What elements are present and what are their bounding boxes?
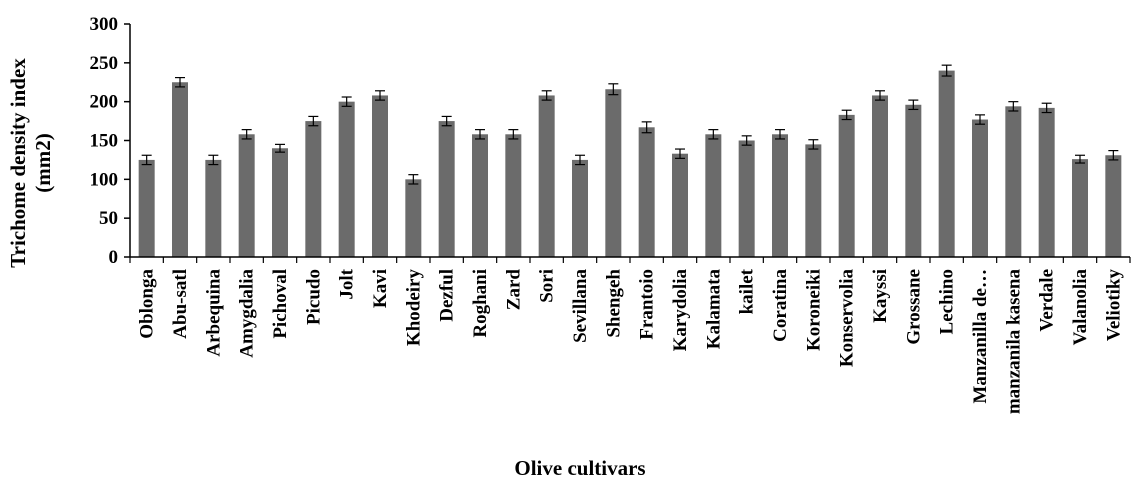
- bar: [438, 121, 455, 257]
- x-tick-label: Kalamata: [703, 269, 724, 350]
- y-axis-title-line2: (mm2): [31, 133, 55, 192]
- bar: [838, 114, 855, 258]
- x-tick-label: Abu-satl: [170, 269, 191, 339]
- bar: [405, 179, 422, 257]
- x-tick-label: Arbequina: [203, 269, 224, 357]
- bar: [505, 134, 522, 257]
- x-tick-label: Lechino: [937, 269, 958, 334]
- x-tick-label: Valanolia: [1070, 269, 1091, 346]
- bar: [872, 95, 888, 257]
- bar: [1072, 159, 1088, 257]
- bar: [538, 95, 555, 257]
- bar: [138, 159, 155, 257]
- bar: [605, 89, 622, 258]
- y-tick-label: 300: [90, 14, 119, 35]
- x-tick-label: kailet: [737, 268, 758, 314]
- bar: [305, 121, 322, 257]
- x-tick-label: Verdale: [1037, 269, 1058, 332]
- bar: [372, 95, 388, 257]
- x-tick-label: Grossane: [903, 269, 924, 345]
- bar: [638, 127, 655, 258]
- x-tick-label: Koroneiki: [803, 269, 824, 351]
- bar: [805, 144, 822, 257]
- x-tick-label: manzanila kasena: [1003, 269, 1024, 415]
- y-tick-label: 50: [99, 208, 118, 229]
- y-axis-ticks: 0 50 100 150 200 250 300: [90, 14, 119, 268]
- x-tick-label: Sori: [537, 269, 558, 303]
- x-tick-label: Frantoio: [637, 269, 658, 340]
- x-tick-label: Kavi: [370, 269, 391, 308]
- bar: [1005, 106, 1022, 258]
- x-tick-label: Sevillana: [570, 269, 591, 343]
- bar: [672, 153, 688, 257]
- x-tick-label: Shengeh: [603, 269, 624, 338]
- y-tick-label: 250: [90, 53, 119, 74]
- bar: [1038, 107, 1055, 257]
- x-tick-label: Konservolia: [837, 269, 858, 368]
- x-axis-category-labels: Oblonga Abu-satl Arbequina Amygdalia Pichova…: [137, 268, 1125, 414]
- bars: [138, 70, 1122, 258]
- bar: [772, 134, 788, 257]
- axes: [124, 23, 1131, 263]
- x-tick-label: Roghani: [470, 269, 491, 338]
- bar: [905, 104, 922, 257]
- y-tick-label: 0: [109, 247, 119, 268]
- x-tick-label: Pichoval: [270, 269, 291, 339]
- error-bars: [141, 64, 1119, 185]
- x-axis-title: Olive cultivars: [514, 456, 645, 480]
- bar: [238, 134, 255, 257]
- x-tick-label: Zard: [503, 269, 524, 311]
- bar: [738, 140, 755, 257]
- bar: [472, 134, 488, 257]
- bar: [705, 134, 722, 257]
- y-tick-label: 100: [90, 169, 119, 190]
- bar: [272, 148, 288, 257]
- x-tick-label: Amygdalia: [237, 269, 258, 358]
- x-tick-label: Khodeiry: [403, 269, 424, 347]
- x-tick-label: Jolt: [337, 268, 358, 299]
- x-tick-label: Dezful: [437, 269, 458, 322]
- y-axis-title-line1: Trichome density index: [6, 58, 30, 268]
- bar: [572, 159, 588, 257]
- x-tick-label: Manzanilla de…: [970, 269, 991, 404]
- bar: [172, 82, 188, 257]
- y-tick-label: 150: [90, 131, 119, 152]
- bar: [938, 70, 955, 257]
- y-tick-label: 200: [90, 92, 119, 113]
- bar: [1105, 155, 1122, 257]
- x-tick-label: Picudo: [303, 269, 324, 325]
- bar: [972, 119, 988, 257]
- x-tick-label: Veliotiky: [1103, 269, 1124, 342]
- y-axis-title: Trichome density index (mm2): [6, 58, 55, 268]
- x-tick-label: Coratina: [770, 269, 791, 342]
- bar: [205, 159, 222, 257]
- x-tick-label: Karydolia: [670, 269, 691, 352]
- x-tick-label: Kayssi: [870, 269, 891, 323]
- bar: [338, 101, 355, 258]
- x-tick-label: Oblonga: [137, 269, 158, 339]
